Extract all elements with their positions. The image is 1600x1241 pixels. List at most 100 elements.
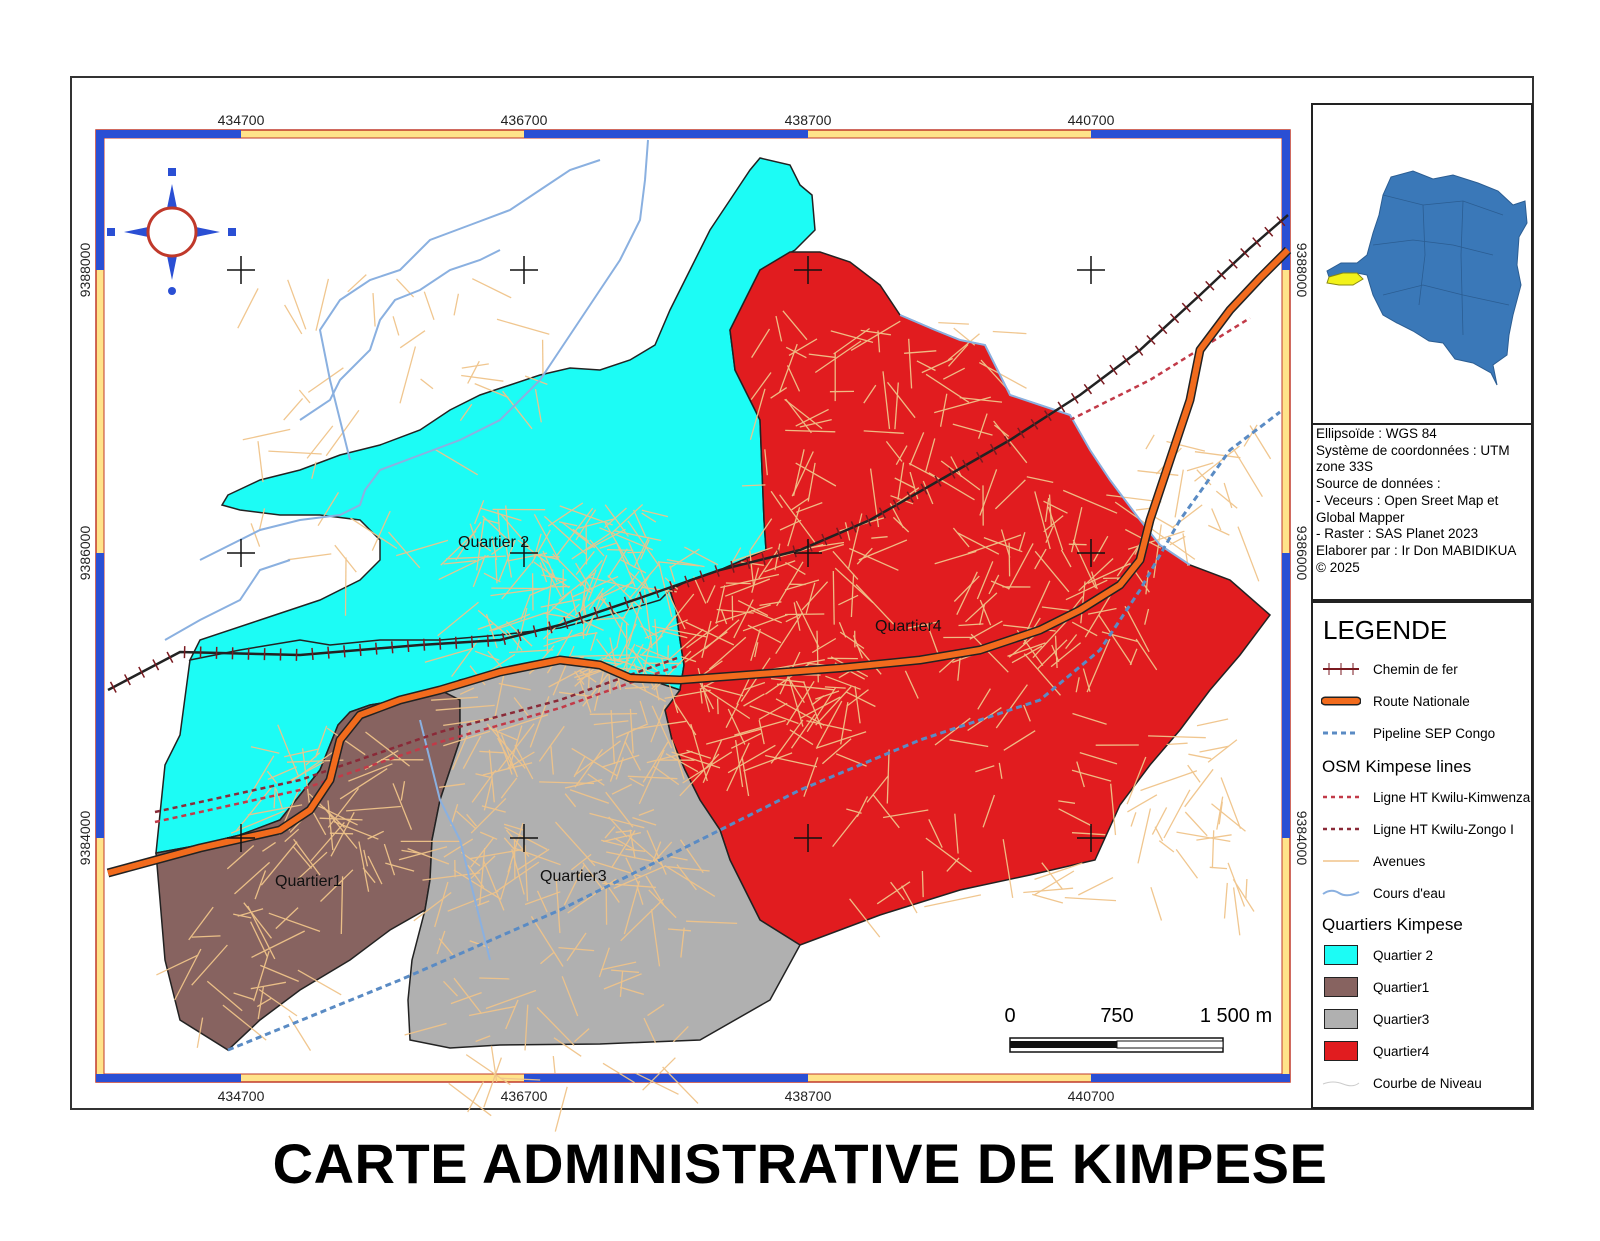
legend-label: Chemin de fer (1373, 661, 1458, 677)
avenue-segment (1070, 507, 1083, 553)
legend-item-road: Route Nationale (1321, 689, 1470, 713)
avenue-segment (1127, 794, 1158, 813)
meta-copyright: © 2025 (1316, 559, 1360, 575)
avenue-segment (1090, 571, 1098, 590)
rail-tick (638, 591, 645, 604)
avenue-segment (570, 591, 578, 615)
frame-segment (96, 553, 104, 838)
avenue-segment (398, 846, 448, 861)
rail-tick (989, 443, 998, 455)
avenue-segment (775, 315, 783, 342)
avenue-segment (1144, 608, 1150, 625)
avenue-segment (733, 599, 754, 639)
avenue-segment (243, 902, 273, 939)
avenue-segment (623, 880, 641, 935)
avenue-segment (1194, 445, 1240, 482)
avenue-segment (815, 686, 852, 726)
y-coordinate-labels-right: 9388000 9386000 9384000 (1294, 243, 1310, 866)
avenue-segment (1051, 644, 1060, 663)
avenue-segment (609, 637, 622, 691)
avenue-segment (1243, 424, 1258, 447)
avenue-segment (754, 642, 759, 658)
avenue-segment (758, 702, 788, 720)
avenue-segment (466, 813, 477, 827)
avenue-segment (994, 479, 1026, 510)
avenue-segment (725, 582, 751, 585)
avenue-segment (832, 570, 835, 625)
avenue-segment (976, 561, 994, 600)
avenue-segment (459, 687, 475, 695)
avenue-segment (628, 571, 654, 595)
legend-item-pipeline: Pipeline SEP Congo (1321, 721, 1495, 745)
avenue-segment (558, 521, 578, 527)
rail-tick (563, 617, 569, 629)
metadata-panel: Ellipsoïde : WGS 84 Système de coordonné… (1311, 425, 1533, 601)
avenue-segment (347, 274, 367, 293)
avenue-segment (924, 438, 936, 473)
rail-tick (669, 580, 675, 593)
avenue-segment (230, 810, 285, 834)
avenue-segment (305, 752, 321, 766)
rail-tick (948, 467, 956, 479)
avenue-segment (779, 494, 816, 544)
avenue-segment (787, 507, 801, 547)
avenue-segment (856, 547, 873, 565)
avenue-segment (467, 360, 480, 384)
avenue-segment (469, 523, 476, 540)
avenue-segment (539, 562, 548, 583)
legend-panel: LEGENDE Chemin de fer Route Nationale Pi… (1311, 601, 1533, 1109)
avenue-segment (327, 788, 360, 828)
avenue-segment (1137, 808, 1152, 864)
avenue-segment (589, 812, 645, 829)
avenue-segment (1223, 882, 1228, 919)
avenue-segment (499, 1077, 541, 1081)
avenue-segment (641, 637, 653, 681)
avenue-segment (613, 837, 636, 851)
avenue-segment (758, 719, 765, 745)
avenue-segment (1101, 631, 1138, 643)
avenue-segment (1071, 621, 1098, 637)
rail-tick (1017, 427, 1025, 439)
avenue-segment (1145, 434, 1155, 450)
avenue-segment (1058, 808, 1092, 827)
rail-tick (920, 483, 928, 495)
avenue-segment (455, 521, 482, 561)
avenue-segment (156, 954, 199, 976)
avenue-segment (558, 572, 595, 601)
avenue-segment (894, 382, 899, 430)
rail-tick (892, 499, 900, 511)
avenue-segment (786, 680, 815, 726)
avenue-segment (439, 783, 466, 788)
avenue-segment (443, 980, 458, 997)
avenue-segment (413, 891, 452, 922)
avenue-segment (635, 1072, 679, 1095)
avenue-segment (362, 867, 376, 884)
avenue-segment (462, 735, 482, 770)
avenue-segment (620, 559, 647, 574)
avenue-segment (479, 750, 504, 754)
legend-label: Quartier3 (1373, 1011, 1430, 1027)
avenue-segment (593, 720, 629, 726)
rail-tick (835, 527, 843, 540)
avenue-segment (725, 703, 739, 728)
scale-bar: 0 750 1 500 m (1004, 1005, 1272, 1053)
avenue-segment (667, 928, 692, 932)
avenue-segment (716, 698, 719, 715)
avenue-segment (904, 670, 919, 699)
frame-segment (96, 1074, 241, 1082)
rail-tick (327, 646, 330, 659)
avenue-segment (472, 554, 486, 588)
avenue-segment (367, 855, 383, 885)
avenue-segment (599, 542, 617, 549)
avenue-segment (596, 638, 613, 661)
legend-item-quartier-4: Quartier4 (1321, 1039, 1429, 1063)
avenue-segment (629, 600, 650, 640)
avenue-segment (1182, 533, 1189, 566)
avenue-segment (474, 650, 500, 661)
scale-label-1500: 1 500 m (1200, 1005, 1272, 1027)
avenue-segment (1064, 896, 1117, 902)
avenue-segment (975, 765, 995, 773)
avenue-segment (256, 997, 272, 1008)
avenue-segment (254, 870, 267, 900)
avenue-segment (505, 505, 511, 546)
